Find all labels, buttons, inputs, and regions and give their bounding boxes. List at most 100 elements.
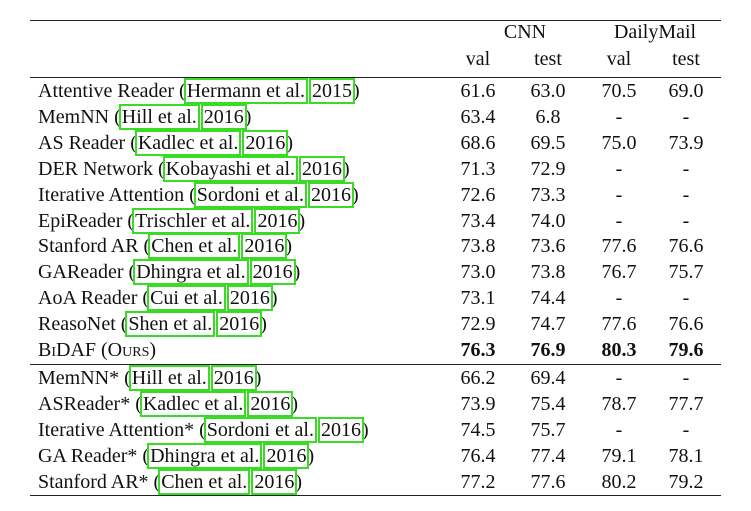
citation-author[interactable]: Shen et al.: [125, 311, 216, 338]
score-dm-test: -: [682, 418, 690, 441]
table-row: AS Reader (Kadlec et al. 2016) 68.6 69.5 75…: [30, 129, 721, 156]
table-row: Iterative Attention (Sordoni et al. 2016…: [30, 181, 721, 208]
header-dm-val: val: [606, 48, 632, 70]
citation-space: [208, 367, 213, 389]
section-rule: [30, 364, 721, 366]
score-cnn-test: 69.5: [530, 131, 566, 154]
table-row: GA Reader* (Dhingra et al. 2016) 76.4 77.4…: [30, 442, 721, 469]
citation-close: ): [286, 131, 294, 154]
citation-close: ): [295, 470, 302, 493]
header-cnn: CNN: [503, 21, 547, 43]
score-cnn-test: 63.0: [530, 80, 566, 102]
table-row: MemNN (Hill et al. 2016) 63.4 6.8 - -: [30, 103, 721, 130]
score-dm-val: 80.2: [601, 470, 637, 493]
citation-year[interactable]: 2015: [309, 78, 355, 104]
table-row: ReasoNet (Shen et al. 2016) 72.9 74.7 77.6 7…: [30, 311, 721, 338]
citation-author[interactable]: Hill et al.: [118, 103, 200, 130]
table-row: DER Network (Kobayashi et al. 2016) 71.3 7…: [30, 155, 721, 182]
citation-author[interactable]: Dhingra et al.: [133, 259, 249, 286]
score-cnn-val: 72.6: [460, 183, 496, 206]
citation-author[interactable]: Hill et al.: [128, 365, 210, 391]
citation-year[interactable]: 2016: [263, 442, 310, 469]
citation-close: ): [307, 444, 315, 467]
citation-author[interactable]: Hermann et al.: [183, 78, 309, 104]
score-dm-test: -: [682, 157, 690, 180]
method-label: ASReader* (: [38, 392, 142, 415]
score-cnn-test: 73.6: [530, 235, 566, 258]
score-dm-test: 75.7: [668, 261, 704, 284]
table-row: AoA Reader (Cui et al. 2016) 73.1 74.4 - -: [30, 285, 721, 312]
score-cnn-test: 77.4: [530, 444, 566, 467]
citation-year[interactable]: 2016: [210, 365, 257, 391]
method-label: AS Reader (: [38, 131, 137, 154]
citation-year[interactable]: 2016: [241, 233, 288, 260]
citation-year[interactable]: 2016: [200, 103, 247, 130]
score-cnn-val: 71.3: [460, 157, 496, 180]
citation-author[interactable]: Sordoni et al.: [203, 416, 317, 443]
citation-author[interactable]: Kadlec et al.: [139, 390, 247, 417]
citation-close: ): [361, 418, 369, 441]
citation-year[interactable]: 2016: [226, 285, 273, 312]
score-dm-test: -: [682, 209, 690, 232]
citation-close: ): [353, 80, 360, 102]
score-cnn-test: 6.8: [535, 105, 561, 128]
score-dm-val: -: [615, 157, 623, 180]
score-dm-val: 75.0: [601, 131, 637, 154]
table-row: ASReader* (Kadlec et al. 2016) 73.9 75.4 78…: [30, 390, 721, 417]
score-dm-test: 78.1: [668, 444, 704, 467]
citation-year[interactable]: 2016: [247, 390, 294, 417]
citation-close: ): [351, 183, 359, 206]
citation-author[interactable]: Sordoni et al.: [193, 181, 307, 208]
citation-year[interactable]: 2016: [216, 311, 263, 338]
score-cnn-test: 75.4: [530, 392, 566, 415]
score-cnn-test: 72.9: [530, 157, 566, 180]
score-dm-val: -: [615, 418, 623, 441]
method-name: ReasoNet (Shen et al. 2016): [38, 311, 267, 338]
method-name: DER Network (Kobayashi et al. 2016): [38, 155, 350, 182]
method-label: MemNN* (: [38, 367, 131, 389]
score-dm-val: 76.7: [601, 261, 637, 284]
citation-year[interactable]: 2016: [317, 416, 364, 443]
citation-author[interactable]: Cui et al.: [147, 285, 226, 312]
score-cnn-val: 68.6: [460, 131, 496, 154]
method-name: GAReader (Dhingra et al. 2016): [38, 259, 300, 286]
score-dm-val: -: [615, 183, 623, 206]
score-cnn-test: 77.6: [530, 470, 566, 493]
score-cnn-val: 72.9: [460, 313, 496, 336]
citation-author[interactable]: Chen et al.: [148, 233, 241, 260]
citation-author[interactable]: Chen et al.: [158, 468, 251, 495]
citation-author[interactable]: Kobayashi et al.: [162, 155, 299, 182]
score-cnn-test: 69.4: [530, 367, 566, 389]
score-dm-val: 77.6: [601, 235, 637, 258]
score-dm-test: -: [682, 367, 690, 389]
citation-year[interactable]: 2016: [307, 181, 354, 208]
method-name: GA Reader* (Dhingra et al. 2016): [38, 442, 315, 469]
citation-year[interactable]: 2016: [242, 129, 289, 156]
bottom-rule: [30, 495, 721, 497]
citation-author[interactable]: Dhingra et al.: [147, 442, 263, 469]
score-cnn-val: 73.1: [460, 287, 496, 310]
method-label: GA Reader* (: [38, 444, 150, 467]
citation-space: [247, 261, 252, 283]
citation-author[interactable]: Kadlec et al.: [134, 129, 242, 156]
citation-year[interactable]: 2016: [249, 259, 296, 286]
score-dm-test: 76.6: [668, 313, 704, 336]
method-name: Iterative Attention* (Sordoni et al. 201…: [38, 416, 369, 443]
citation-close: ): [291, 392, 299, 415]
citation-close: ): [244, 105, 252, 128]
score-dm-test: -: [682, 105, 690, 128]
score-cnn-test: 76.9: [530, 339, 566, 361]
citation-year[interactable]: 2016: [299, 155, 346, 182]
method-name: MemNN* (Hill et al. 2016): [38, 365, 261, 391]
score-cnn-test: 74.7: [530, 313, 566, 336]
method-label: EpiReader (: [38, 209, 135, 232]
score-cnn-test: 73.8: [530, 261, 566, 284]
score-dm-test: -: [682, 183, 690, 206]
method-label: GAReader (: [38, 261, 136, 284]
citation-space: [198, 106, 203, 128]
citation-author[interactable]: Trischler et al.: [132, 207, 254, 234]
citation-year[interactable]: 2016: [254, 207, 301, 234]
citation-year[interactable]: 2016: [251, 468, 298, 495]
method-label: MemNN (: [38, 105, 121, 128]
score-cnn-val: 73.8: [460, 235, 496, 258]
